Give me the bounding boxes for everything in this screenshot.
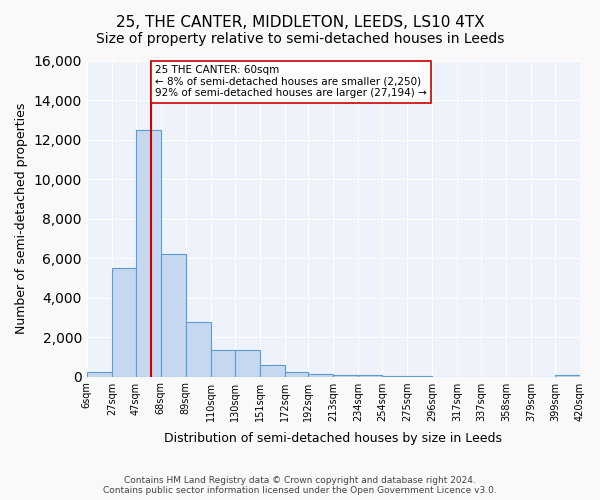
Bar [308,374,334,376]
Bar [555,374,580,376]
Bar [358,374,382,376]
Bar [136,130,161,376]
Bar [112,268,136,376]
Bar [87,372,112,376]
Bar [334,374,358,376]
X-axis label: Distribution of semi-detached houses by size in Leeds: Distribution of semi-detached houses by … [164,432,502,445]
Bar [260,364,284,376]
Bar [235,350,260,376]
Bar [161,254,185,376]
Text: 25 THE CANTER: 60sqm
← 8% of semi-detached houses are smaller (2,250)
92% of sem: 25 THE CANTER: 60sqm ← 8% of semi-detach… [155,65,427,98]
Bar [211,350,235,376]
Bar [284,372,308,376]
Text: 25, THE CANTER, MIDDLETON, LEEDS, LS10 4TX: 25, THE CANTER, MIDDLETON, LEEDS, LS10 4… [116,15,484,30]
Y-axis label: Number of semi-detached properties: Number of semi-detached properties [15,103,28,334]
Text: Contains HM Land Registry data © Crown copyright and database right 2024.
Contai: Contains HM Land Registry data © Crown c… [103,476,497,495]
Text: Size of property relative to semi-detached houses in Leeds: Size of property relative to semi-detach… [96,32,504,46]
Bar [185,322,211,376]
